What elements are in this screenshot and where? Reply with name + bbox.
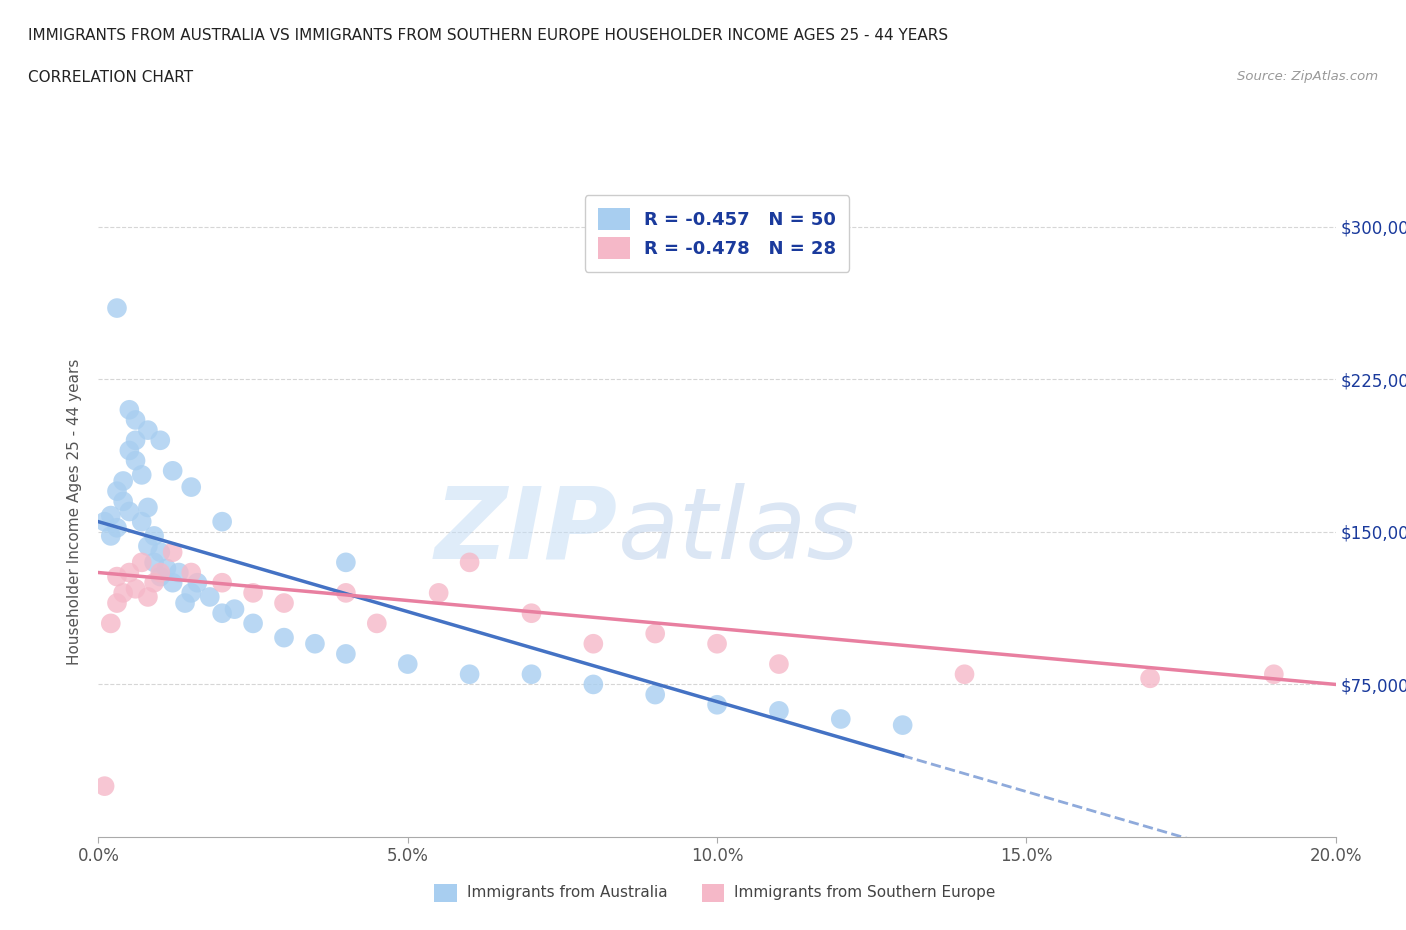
Point xyxy=(427,586,450,601)
Y-axis label: Householder Income Ages 25 - 44 years: Householder Income Ages 25 - 44 years xyxy=(67,358,83,665)
Point xyxy=(768,703,790,718)
Point xyxy=(180,586,202,601)
Point xyxy=(118,443,141,458)
Point xyxy=(100,616,122,631)
Point xyxy=(149,569,172,584)
Point xyxy=(582,636,605,651)
Point xyxy=(131,514,153,529)
Text: Immigrants from Southern Europe: Immigrants from Southern Europe xyxy=(734,885,995,900)
Point xyxy=(242,616,264,631)
Text: Immigrants from Australia: Immigrants from Australia xyxy=(467,885,668,900)
Point xyxy=(136,500,159,515)
Point xyxy=(891,718,914,733)
Point xyxy=(112,586,135,601)
Point xyxy=(242,586,264,601)
Text: ZIP: ZIP xyxy=(434,483,619,579)
Point xyxy=(520,667,543,682)
Point xyxy=(143,576,166,591)
Point xyxy=(706,636,728,651)
Point xyxy=(155,561,177,576)
Point xyxy=(167,565,190,580)
Point xyxy=(830,711,852,726)
Text: Source: ZipAtlas.com: Source: ZipAtlas.com xyxy=(1237,70,1378,83)
Point xyxy=(131,468,153,483)
Point xyxy=(211,576,233,591)
Point xyxy=(458,667,481,682)
Point xyxy=(118,504,141,519)
Point xyxy=(582,677,605,692)
Point xyxy=(644,687,666,702)
Point xyxy=(131,555,153,570)
Point xyxy=(105,595,128,610)
Legend: R = -0.457   N = 50, R = -0.478   N = 28: R = -0.457 N = 50, R = -0.478 N = 28 xyxy=(585,195,849,272)
Point xyxy=(124,432,146,447)
Point xyxy=(143,555,166,570)
Point xyxy=(105,300,128,315)
Text: IMMIGRANTS FROM AUSTRALIA VS IMMIGRANTS FROM SOUTHERN EUROPE HOUSEHOLDER INCOME : IMMIGRANTS FROM AUSTRALIA VS IMMIGRANTS … xyxy=(28,28,948,43)
Point xyxy=(335,586,357,601)
Point xyxy=(149,545,172,560)
Point xyxy=(224,602,246,617)
Point xyxy=(768,657,790,671)
Point xyxy=(105,569,128,584)
Point xyxy=(396,657,419,671)
Point xyxy=(706,698,728,712)
Point xyxy=(520,605,543,620)
Point xyxy=(143,528,166,543)
Point xyxy=(112,473,135,488)
Point xyxy=(124,413,146,428)
Point xyxy=(198,590,221,604)
Point xyxy=(180,565,202,580)
Text: atlas: atlas xyxy=(619,483,859,579)
Point xyxy=(211,514,233,529)
Point xyxy=(180,480,202,495)
Point xyxy=(118,403,141,418)
Point xyxy=(1139,671,1161,685)
Point xyxy=(162,463,184,478)
Point xyxy=(112,494,135,509)
Point xyxy=(136,538,159,553)
Point xyxy=(105,521,128,536)
Point xyxy=(366,616,388,631)
Point xyxy=(644,626,666,641)
Point xyxy=(953,667,976,682)
Point xyxy=(93,514,115,529)
Point xyxy=(335,555,357,570)
Text: CORRELATION CHART: CORRELATION CHART xyxy=(28,70,193,85)
Point xyxy=(335,646,357,661)
Point xyxy=(93,778,115,793)
Point xyxy=(273,631,295,645)
Point xyxy=(105,484,128,498)
Point xyxy=(100,508,122,523)
Point xyxy=(118,565,141,580)
Point xyxy=(124,581,146,596)
Point xyxy=(136,590,159,604)
Point xyxy=(174,595,197,610)
Point xyxy=(211,605,233,620)
Point xyxy=(149,432,172,447)
Point xyxy=(100,528,122,543)
Point xyxy=(186,576,208,591)
Point xyxy=(304,636,326,651)
Point xyxy=(162,576,184,591)
Point xyxy=(149,565,172,580)
Point xyxy=(1263,667,1285,682)
Point xyxy=(136,423,159,438)
Point xyxy=(273,595,295,610)
Point xyxy=(458,555,481,570)
Point xyxy=(124,453,146,468)
Point xyxy=(162,545,184,560)
